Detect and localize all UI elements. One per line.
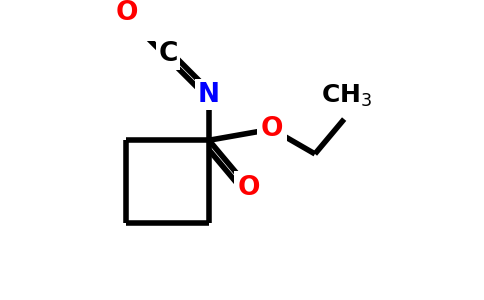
- Text: CH$_3$: CH$_3$: [320, 82, 372, 109]
- Text: N: N: [198, 82, 220, 108]
- Text: O: O: [116, 0, 138, 26]
- Text: O: O: [261, 116, 283, 142]
- Text: O: O: [238, 175, 260, 201]
- Text: C: C: [158, 41, 178, 67]
